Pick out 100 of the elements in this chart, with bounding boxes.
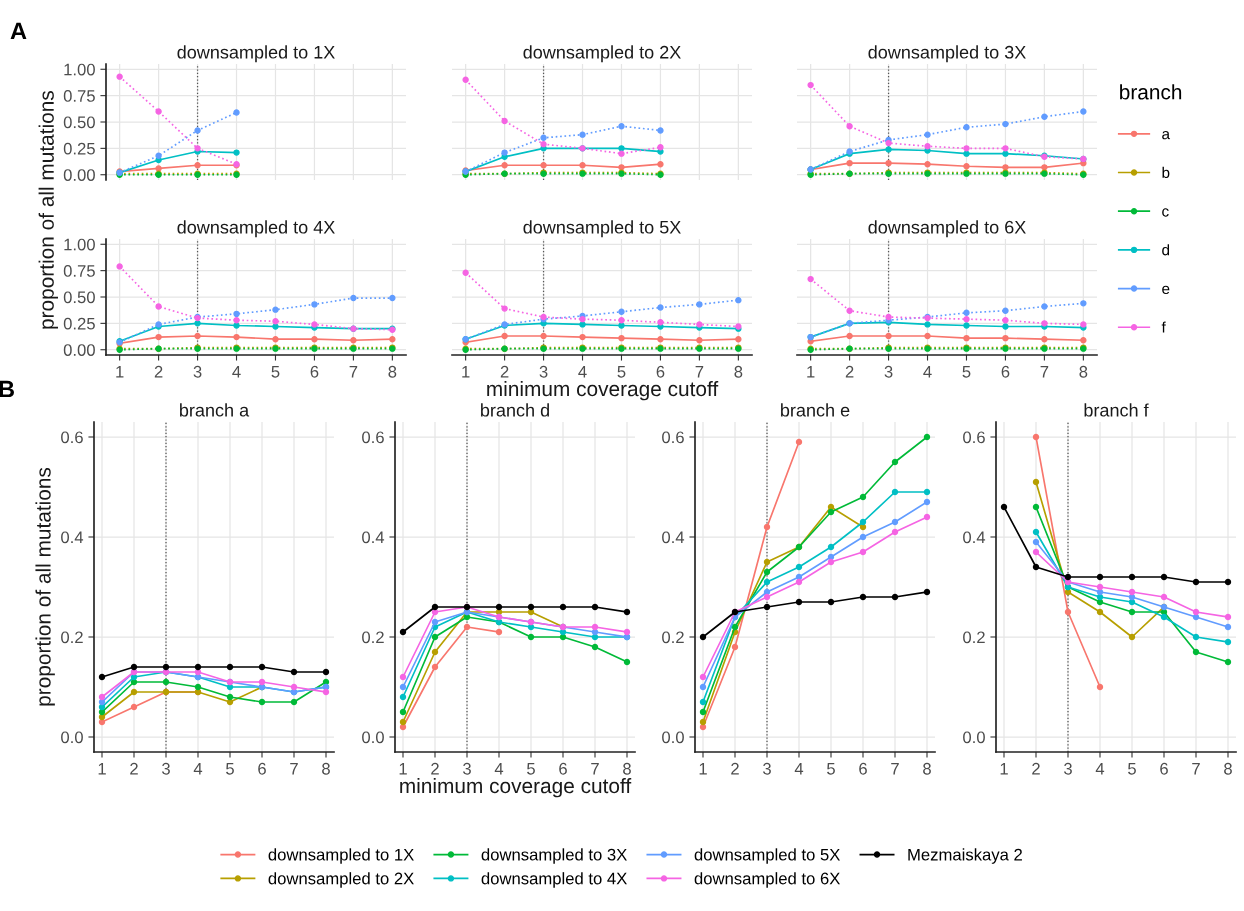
- chart-title: branch d: [481, 403, 549, 417]
- x-tick-label: 6: [310, 365, 319, 378]
- x-tick-label: 4: [923, 366, 932, 378]
- y-tick-label: 0.4: [662, 531, 685, 544]
- x-tick-label: 7: [1192, 763, 1200, 775]
- y-tick-label: 0.2: [362, 631, 384, 644]
- y-tick-label: 0.6: [61, 431, 83, 444]
- legend-label: a: [1162, 130, 1171, 140]
- x-tick-label: 7: [591, 763, 599, 775]
- x-tick-label: 3: [162, 762, 170, 775]
- chart-title: downsampled to 4X: [177, 220, 335, 238]
- legend-label: downsampled to 1X: [268, 848, 414, 864]
- x-tick-label: 6: [1001, 365, 1010, 378]
- y-tick-label: 0.2: [963, 631, 985, 644]
- legend-label: d: [1162, 244, 1170, 256]
- y-tick-label: 0.2: [662, 631, 684, 644]
- legend-label: downsampled to 4X: [481, 872, 627, 888]
- x-tick-label: 2: [1032, 762, 1040, 775]
- x-tick-label: 1: [462, 366, 470, 378]
- x-tick-label: 6: [859, 762, 867, 775]
- x-tick-label: 1: [699, 763, 707, 775]
- y-tick-label: 0.00: [63, 169, 95, 181]
- y-tick-label: 0.25: [63, 317, 95, 330]
- y-tick-label: 0.00: [63, 344, 95, 356]
- x-tick-label: 6: [656, 365, 665, 378]
- x-tick-label: 4: [193, 763, 203, 775]
- chart-title: downsampled to 5X: [523, 220, 681, 238]
- x-tick-label: 2: [130, 762, 138, 775]
- y-tick-label: 1.00: [64, 63, 95, 76]
- x-tick-label: 5: [827, 763, 835, 775]
- x-tick-label: 4: [1095, 763, 1105, 775]
- x-tick-label: 3: [463, 762, 471, 775]
- x-tick-label: 3: [539, 365, 548, 378]
- x-tick-label: 5: [271, 366, 280, 378]
- x-tick-label: 8: [923, 762, 931, 775]
- y-axis-title: proportion of all mutations: [35, 467, 55, 706]
- x-tick-label: 8: [322, 762, 330, 775]
- y-tick-label: 0.75: [63, 90, 95, 102]
- y-tick-label: 0.4: [61, 531, 84, 544]
- legend-label: downsampled to 5X: [694, 848, 840, 864]
- x-tick-label: 2: [845, 365, 854, 378]
- text: A: [10, 22, 27, 40]
- y-tick-label: 0.2: [61, 631, 83, 644]
- x-tick-label: 3: [193, 365, 202, 378]
- legend-label: downsampled to 3X: [481, 848, 627, 864]
- x-tick-label: 3: [884, 365, 893, 378]
- x-tick-label: 2: [731, 762, 739, 775]
- legend-label: downsampled to 2X: [268, 872, 414, 888]
- y-tick-label: 0.6: [963, 431, 985, 444]
- y-tick-label: 1.00: [64, 238, 95, 251]
- x-tick-label: 2: [431, 762, 439, 775]
- chart-title: downsampled to 2X: [523, 45, 681, 63]
- y-tick-label: 0.25: [63, 142, 95, 155]
- legend-label: b: [1162, 166, 1170, 178]
- y-tick-label: 0.0: [362, 731, 384, 744]
- y-tick-label: 0.0: [61, 731, 83, 744]
- x-tick-label: 5: [527, 763, 535, 775]
- x-tick-label: 7: [695, 366, 704, 378]
- y-tick-label: 0.4: [362, 531, 385, 544]
- x-tick-label: 7: [891, 763, 899, 775]
- x-tick-label: 7: [290, 763, 298, 775]
- x-tick-label: 4: [794, 763, 804, 775]
- x-tick-label: 3: [763, 762, 771, 775]
- x-tick-label: 7: [1040, 366, 1049, 378]
- x-tick-label: 2: [500, 365, 509, 378]
- x-tick-label: 6: [1160, 762, 1168, 775]
- legend-title: branch: [1120, 84, 1182, 100]
- y-tick-label: 0.75: [63, 265, 95, 277]
- x-tick-label: 8: [388, 365, 397, 378]
- x-tick-label: 2: [154, 365, 163, 378]
- x-tick-label: 7: [349, 366, 358, 378]
- x-axis-title: minimum coverage cutoff: [487, 380, 719, 401]
- x-tick-label: 6: [559, 762, 567, 775]
- y-tick-label: 0.4: [963, 531, 986, 544]
- x-tick-label: 8: [1079, 365, 1088, 378]
- y-tick-label: 0.50: [63, 116, 95, 129]
- y-tick-label: 0.6: [662, 431, 684, 444]
- x-tick-label: 3: [1064, 762, 1072, 775]
- y-tick-label: 0.0: [662, 731, 684, 744]
- legend-label: c: [1162, 208, 1169, 217]
- chart-title: downsampled to 3X: [868, 45, 1026, 63]
- chart-title: downsampled to 6X: [868, 220, 1026, 238]
- legend-label: e: [1162, 285, 1170, 295]
- y-tick-label: 0.0: [963, 731, 985, 744]
- legend-label: f: [1161, 321, 1166, 333]
- text: B: [0, 380, 14, 398]
- chart-title: branch e: [781, 403, 850, 417]
- x-tick-label: 5: [617, 366, 626, 378]
- x-tick-label: 1: [116, 366, 124, 378]
- legend-label: downsampled to 6X: [694, 872, 840, 888]
- x-tick-label: 4: [232, 366, 241, 378]
- y-axis-title: proportion of all mutations: [38, 91, 58, 329]
- y-tick-label: 0.50: [63, 291, 95, 304]
- x-tick-label: 5: [962, 366, 971, 378]
- x-tick-label: 1: [1000, 763, 1008, 775]
- x-axis-title: minimum coverage cutoff: [400, 777, 632, 798]
- x-tick-label: 1: [399, 763, 407, 775]
- x-tick-label: 8: [734, 365, 743, 378]
- x-tick-label: 5: [1128, 763, 1136, 775]
- x-tick-label: 6: [258, 762, 266, 775]
